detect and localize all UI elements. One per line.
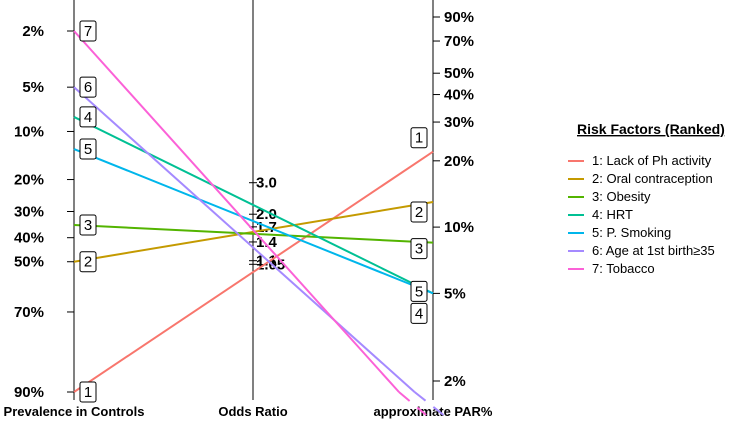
middle-tick-label: 1.1 <box>256 253 277 270</box>
left-rank-box-frame <box>79 214 97 236</box>
right-rank-box-frame <box>410 238 428 260</box>
right-rank-box: 4 <box>410 302 428 324</box>
axes-layer: Prevalence in Controls Odds Ratio approx… <box>4 0 493 419</box>
left-rank-box: 7 <box>79 20 97 42</box>
legend-title: Risk Factors (Ranked) <box>577 121 725 137</box>
left-rank-box-frame <box>79 20 97 42</box>
right-tick-label: 90% <box>444 9 474 26</box>
right-rank-box-text: 5 <box>415 283 423 300</box>
left-rank-box-text: 6 <box>84 79 92 96</box>
right-tick-label: 30% <box>444 114 474 131</box>
right-rank-box: 3 <box>410 238 428 260</box>
ticks-layer: 2%5%10%20%30%40%50%70%90%3.02.01.71.41.1… <box>14 9 474 401</box>
legend-label: 2: Oral contraception <box>592 171 713 186</box>
right-tick-label: 50% <box>444 65 474 82</box>
left-rank-box-frame <box>79 76 97 98</box>
right-rank-box: 1 <box>410 127 428 149</box>
left-rank-box-frame <box>79 138 97 160</box>
right-rank-box-text: 1 <box>415 130 423 147</box>
left-rank-box-text: 1 <box>84 384 92 401</box>
right-tick-label: 70% <box>444 33 474 50</box>
left-tick-label: 90% <box>14 384 44 401</box>
right-tick-label: 10% <box>444 219 474 236</box>
series-line <box>73 150 434 393</box>
left-rank-box-frame <box>79 251 97 273</box>
legend-label: 3: Obesity <box>592 189 651 204</box>
right-rank-box-frame <box>410 280 428 302</box>
right-tick-label: 20% <box>444 153 474 170</box>
right-rank-box-text: 2 <box>415 204 423 221</box>
left-tick-label: 30% <box>14 204 44 221</box>
right-tick-label: 5% <box>444 285 466 302</box>
left-rank-box-text: 7 <box>84 23 92 40</box>
left-tick-label: 40% <box>14 230 44 247</box>
left-tick-label: 50% <box>14 254 44 271</box>
left-rank-box-frame <box>79 381 97 403</box>
legend-label: 1: Lack of Ph activity <box>592 153 712 168</box>
series-line <box>73 86 416 393</box>
series-line <box>73 116 434 295</box>
left-rank-box-frame <box>79 106 97 128</box>
left-rank-box-text: 3 <box>84 217 92 234</box>
right-rank-box: 5 <box>410 280 428 302</box>
right-tick-label: 2% <box>444 373 466 390</box>
right-rank-box-frame <box>410 302 428 324</box>
left-rank-box-text: 5 <box>84 141 92 158</box>
series-line-extension <box>398 391 427 416</box>
legend: Risk Factors (Ranked) 1: Lack of Ph acti… <box>568 121 725 276</box>
middle-axis-title: Odds Ratio <box>218 404 287 419</box>
left-rank-box: 1 <box>79 381 97 403</box>
right-rank-box-frame <box>410 201 428 223</box>
left-rank-box-text: 4 <box>84 109 92 126</box>
rank-labels-layer: 1 2 3 4 5 6 7 1 2 3 4 5 <box>79 20 428 403</box>
right-axis-title: approximate PAR% <box>374 404 493 419</box>
left-tick-label: 10% <box>14 123 44 140</box>
left-rank-box-text: 2 <box>84 254 92 271</box>
right-rank-box-frame <box>410 127 428 149</box>
legend-label: 4: HRT <box>592 207 633 222</box>
left-tick-label: 20% <box>14 172 44 189</box>
left-rank-box: 5 <box>79 138 97 160</box>
left-tick-label: 5% <box>22 79 44 96</box>
left-tick-label: 2% <box>22 23 44 40</box>
series-lines-layer <box>73 30 445 416</box>
series-line <box>73 224 434 244</box>
legend-label: 7: Tobacco <box>592 261 655 276</box>
left-axis-title: Prevalence in Controls <box>4 404 145 419</box>
left-rank-box: 3 <box>79 214 97 236</box>
right-rank-box-text: 4 <box>415 305 423 322</box>
series-line <box>73 30 400 393</box>
left-tick-label: 70% <box>14 304 44 321</box>
right-rank-box: 2 <box>410 201 428 223</box>
legend-label: 5: P. Smoking <box>592 225 671 240</box>
middle-tick-label: 2.0 <box>256 206 277 223</box>
series-line <box>73 148 434 295</box>
left-rank-box: 2 <box>79 251 97 273</box>
middle-tick-label: 1.05 <box>256 256 285 273</box>
right-rank-box-text: 3 <box>415 241 423 258</box>
middle-tick-label: 3.0 <box>256 175 277 192</box>
left-rank-box: 4 <box>79 106 97 128</box>
right-tick-label: 40% <box>444 87 474 104</box>
legend-label: 6: Age at 1st birth≥35 <box>592 243 715 258</box>
series-line-extension <box>413 391 445 416</box>
left-rank-box: 6 <box>79 76 97 98</box>
